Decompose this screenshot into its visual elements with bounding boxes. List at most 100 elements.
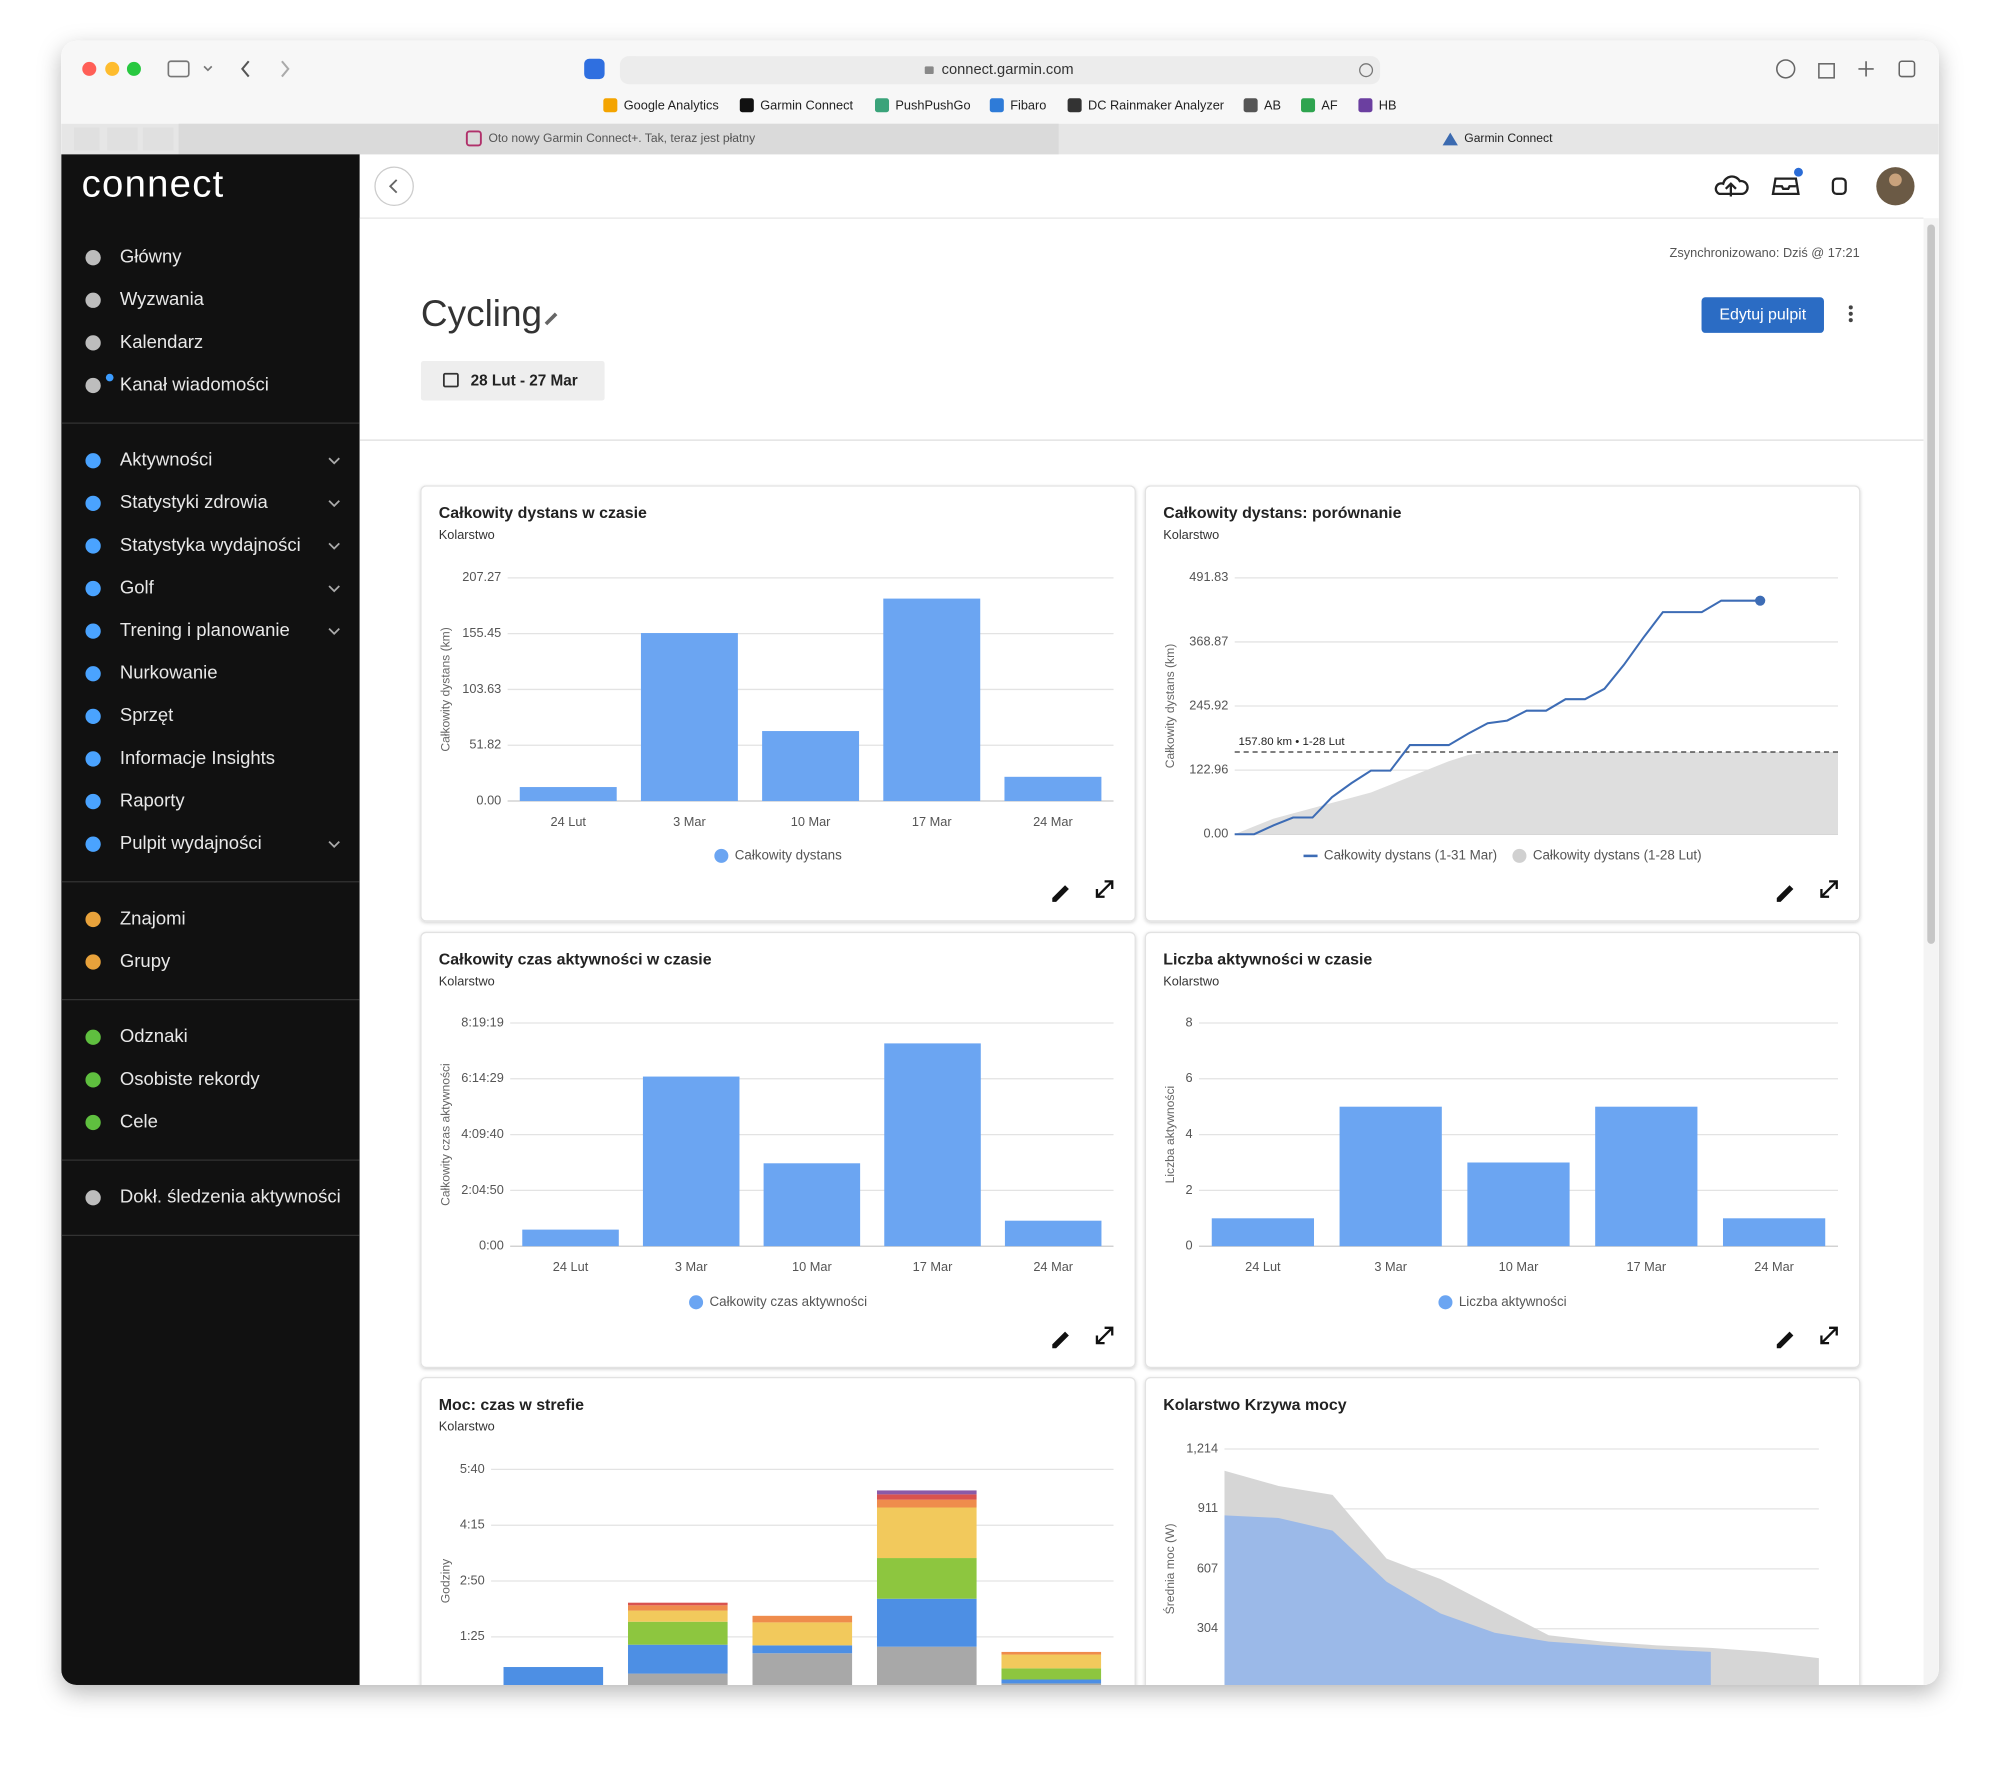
url[interactable]: connect.garmin.com [942,62,1074,78]
bookmarks-bar: Google Analytics Garmin Connect PushPushGo… [603,97,1397,113]
extension-icon[interactable] [584,58,605,80]
menu-dot[interactable] [1848,318,1853,323]
menu-item[interactable]: Nurkowanie [120,662,218,683]
date-range[interactable]: 28 Lut - 27 Mar [471,372,578,389]
chevron[interactable] [203,65,213,72]
menu-item[interactable]: Grupy [120,950,171,971]
menu-item[interactable]: Aktywności [120,449,212,470]
menu-item[interactable]: Pulpit wydajności [120,832,262,853]
menu-item[interactable]: Trening i planowanie [120,619,290,640]
bookmark[interactable]: Google Analytics [624,97,719,112]
edit-chart-button[interactable] [1052,885,1069,902]
new-tab-button[interactable] [1858,61,1874,77]
bar-segment [1001,1651,1102,1655]
x-tick-label: 3 Mar [1374,1259,1407,1274]
tab-title[interactable]: Garmin Connect [1464,131,1553,145]
address-bar[interactable] [619,56,1381,85]
close-button[interactable] [82,61,97,76]
menu-item[interactable]: Kanał wiadomości [120,373,269,394]
scrollbar-thumb[interactable] [1927,224,1935,944]
bookmark[interactable]: Fibaro [1010,97,1046,112]
sync-icon[interactable] [1714,175,1749,197]
y-tick-label: 2:04:50 [461,1182,504,1197]
reload-button[interactable] [1359,63,1374,78]
bar-segment [876,1499,977,1508]
zoom-button[interactable] [126,61,141,76]
menu-item[interactable]: Informacje Insights [120,747,275,768]
menu-item[interactable]: Osobiste rekordy [120,1068,260,1089]
edit-chart-button[interactable] [1776,885,1794,902]
sidebar-toggle[interactable] [167,60,190,78]
menu-item[interactable]: Znajomi [120,907,186,928]
downloads-button[interactable] [1776,59,1796,79]
collapse-button[interactable] [374,166,414,207]
edit-chart-button[interactable] [1776,1331,1794,1349]
legend-label[interactable]: Całkowity dystans [735,847,842,862]
legend-label[interactable]: Całkowity czas aktywności [709,1294,867,1309]
expand-chart-button[interactable] [1820,1326,1838,1345]
tab-title[interactable]: Oto nowy Garmin Connect+. Tak, teraz jes… [489,131,757,145]
y-tick-label: 2:50 [460,1572,485,1587]
bookmark[interactable]: AF [1321,97,1338,112]
menu-item[interactable]: Statystyki zdrowia [120,491,269,512]
expand-chevron[interactable] [328,500,340,508]
menu-item[interactable]: Cele [120,1110,158,1131]
tab-overview-button[interactable] [1898,60,1916,78]
menu-item[interactable]: Odznaki [120,1025,188,1046]
menu-item[interactable]: Dokł. śledzenia aktywności [120,1186,341,1207]
expand-chart-button[interactable] [1095,880,1114,898]
expand-chevron[interactable] [328,840,340,848]
card-title: Kolarstwo Krzywa mocy [1163,1397,1346,1414]
legend-label[interactable]: Liczba aktywności [1459,1294,1567,1309]
bookmark[interactable]: Garmin Connect [760,97,853,112]
menu-item[interactable]: Statystyka wydajności [120,534,301,555]
expand-chevron[interactable] [328,585,340,593]
expand-chart-button[interactable] [1095,1326,1114,1345]
tab[interactable] [178,123,1059,155]
line [1234,599,1761,836]
expand-chevron[interactable] [328,542,340,550]
bookmark[interactable]: HB [1379,97,1397,112]
bookmark[interactable]: PushPushGo [895,97,970,112]
edit-dashboard-button[interactable] [1701,297,1824,333]
menu-item[interactable]: Raporty [120,789,185,810]
inbox-icon[interactable] [1771,177,1800,196]
pinned-tab[interactable] [73,127,100,151]
legend-label[interactable]: Całkowity dystans (1-31 Mar) [1324,847,1497,862]
bar [1722,1218,1826,1247]
minimize-button[interactable] [105,61,120,76]
expand-chevron[interactable] [328,627,340,635]
device-icon[interactable] [1831,177,1847,196]
y-tick-label: 4:09:40 [461,1126,504,1141]
expand-chevron[interactable] [328,457,340,465]
menu-dot[interactable] [1848,311,1853,316]
menu-item[interactable]: Wyzwania [120,288,205,309]
expand-chart-button[interactable] [1820,880,1838,898]
back-button[interactable] [241,60,250,78]
menu-item[interactable]: Kalendarz [120,331,203,352]
sidebar-menu: Główny Wyzwania Kalendarz Kanał wiadomości A… [61,246,360,1236]
share-button[interactable] [1818,63,1835,79]
menu-item[interactable]: Sprzęt [120,704,173,725]
logo[interactable]: connect [82,162,225,205]
pinned-tab[interactable] [142,127,174,151]
legend-label[interactable]: Całkowity dystans (1-28 Lut) [1533,847,1702,862]
bar-segment [876,1494,977,1500]
edit-dashboard-label[interactable]: Edytuj pulpit [1719,306,1806,323]
bookmark[interactable]: AB [1264,97,1281,112]
menu-dot[interactable] [1848,305,1853,310]
edit-title-icon[interactable] [544,312,558,326]
menu-item[interactable]: Główny [120,246,182,267]
pinned-tab[interactable] [107,127,138,151]
avatar[interactable] [1876,167,1915,206]
bookmark[interactable]: DC Rainmaker Analyzer [1088,97,1225,112]
menu-icon [85,623,101,639]
menu-icon [85,751,101,767]
bar-segment [628,1673,728,1685]
edit-chart-button[interactable] [1052,1331,1069,1349]
date-range-button[interactable] [420,360,605,401]
forward-button[interactable] [281,60,290,78]
menu-item[interactable]: Golf [120,576,155,597]
y-tick-label: 6 [1186,1070,1193,1085]
